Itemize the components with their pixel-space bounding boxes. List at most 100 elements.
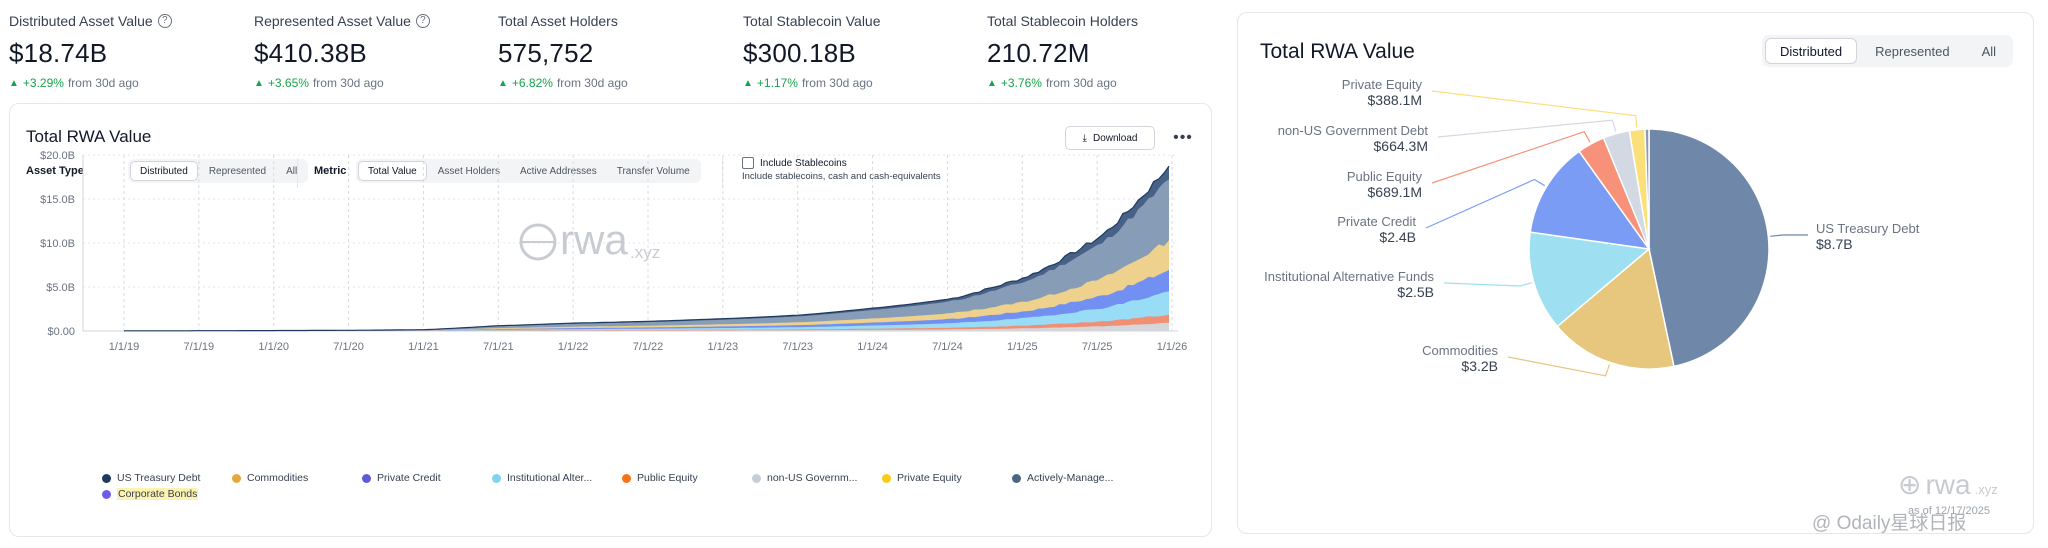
pie-label-value: $388.1M: [1367, 92, 1422, 108]
pie-leader-line: [1770, 234, 1808, 237]
pie-slices: [1528, 128, 1770, 370]
metric-transfer-volume[interactable]: Transfer Volume: [616, 165, 690, 177]
pie-label-value: $8.7B: [1816, 236, 1853, 252]
pie-slice-institutional-alternative-funds: [1528, 231, 1651, 328]
legend-item[interactable]: Public Equity: [622, 472, 698, 484]
area-non-us-government-debt: [124, 322, 1170, 331]
pie-label-name: Private Equity: [1341, 77, 1422, 92]
stat-total-stablecoin-value: Total Stablecoin Value $300.18B ▲ +1.17% f…: [743, 12, 983, 90]
asset-type-toggle: Distributed Represented All: [128, 159, 309, 183]
include-stablecoins-label: Include Stablecoins: [760, 157, 847, 169]
x-tick-label: 1/1/23: [708, 341, 739, 353]
help-icon[interactable]: ?: [415, 14, 430, 28]
pie-label: Commodities $3.2B: [1422, 343, 1498, 374]
chart-areas: [124, 165, 1170, 332]
pie-label-value: $2.5B: [1397, 284, 1434, 300]
x-tick-label: 7/1/21: [483, 341, 514, 353]
pie-slice-us-treasury-debt: [1648, 128, 1770, 368]
legend-item[interactable]: Private Equity: [882, 472, 962, 484]
x-tick-label: 1/1/22: [558, 341, 589, 353]
asset-type-toggle: Distributed Represented All: [1762, 35, 2014, 67]
watermark-main: rwa: [1925, 468, 1971, 500]
x-tick-label: 1/1/24: [857, 341, 888, 353]
as-of-date: as of 12/17/2025: [1908, 505, 1990, 517]
stat-change: +6.82%: [511, 76, 553, 90]
area-chart: $20.0B $15.0B $10.0B $5.0B $0.00 1/1/19 7/1/19…: [40, 150, 1187, 353]
watermark-main: rwa: [560, 216, 628, 263]
metric-asset-holders[interactable]: Asset Holders: [437, 165, 500, 177]
pie-tab-distributed[interactable]: Distributed: [1765, 38, 1858, 64]
x-tick-label: 1/1/25: [1007, 341, 1038, 353]
legend-item[interactable]: Actively-Manage...: [1012, 472, 1113, 484]
download-label: Download: [1092, 132, 1138, 144]
legend-item[interactable]: Institutional Alter...: [492, 472, 592, 484]
card-title: Total RWA Value: [1260, 40, 1415, 63]
pie-tab-all[interactable]: All: [1981, 43, 1997, 59]
stat-total-asset-holders: Total Asset Holders 575,752 ▲ +6.82% from …: [498, 12, 738, 90]
stat-period: from 30d ago: [312, 76, 384, 90]
legend-swatch: [102, 489, 111, 499]
asset-type-distributed[interactable]: Distributed: [130, 161, 198, 181]
up-arrow-icon: ▲: [498, 77, 508, 89]
y-tick-label: $0.00: [47, 326, 75, 338]
up-arrow-icon: ▲: [254, 77, 264, 89]
watermark-sub: .xyz: [630, 243, 660, 262]
pie-leader-line: [1507, 356, 1611, 377]
pie-label: Private Credit $2.4B: [1337, 214, 1416, 245]
legend-swatch: [882, 473, 891, 483]
pie-slice-commodities: [1556, 247, 1675, 370]
asset-type-represented[interactable]: Represented: [208, 165, 267, 177]
stat-value: $18.74B: [9, 38, 108, 68]
pie-tab-represented[interactable]: Represented: [1875, 43, 1950, 59]
card-title: Total RWA Value: [26, 127, 152, 146]
chart-axis-ticks: $20.0B $15.0B $10.0B $5.0B $0.00 1/1/19 7/1/19…: [40, 150, 1187, 353]
metric-active-addresses[interactable]: Active Addresses: [520, 165, 597, 177]
pie-label-name: non-US Government Debt: [1277, 123, 1428, 138]
metric-total-value[interactable]: Total Value: [358, 161, 427, 181]
stat-change: +1.17%: [756, 76, 798, 90]
rwa-value-pie-card: Total RWA Value Distributed Represented …: [1237, 12, 2034, 534]
stat-value: $410.38B: [254, 38, 367, 68]
asset-type-label: Asset Type: [26, 165, 84, 177]
pie-leader-lines: [1425, 90, 1808, 377]
odaily-watermark: @ Odaily星球日报: [1812, 513, 1967, 534]
stat-period: from 30d ago: [556, 76, 628, 90]
pie-label: Private Equity $388.1M: [1342, 77, 1422, 108]
legend-swatch: [492, 473, 501, 483]
x-tick-label: 7/1/19: [184, 341, 215, 353]
pie-leader-line: [1425, 178, 1546, 229]
stat-value: 210.72M: [987, 38, 1090, 68]
up-arrow-icon: ▲: [987, 77, 997, 89]
legend-item[interactable]: Commodities: [232, 472, 308, 484]
stat-change: +3.76%: [1000, 76, 1042, 90]
legend-item[interactable]: Private Credit: [362, 472, 441, 484]
more-options-icon[interactable]: •••: [1173, 129, 1193, 146]
x-tick-label: 7/1/22: [633, 341, 664, 353]
y-tick-label: $15.0B: [40, 194, 75, 206]
pie-label-value: $689.1M: [1367, 184, 1422, 200]
asset-type-all[interactable]: All: [286, 165, 298, 177]
download-button[interactable]: ⤓ Download: [1065, 126, 1155, 150]
legend-item[interactable]: Corporate Bonds: [102, 488, 199, 500]
pie-leader-line: [1431, 90, 1638, 128]
include-stablecoins-checkbox[interactable]: [742, 157, 754, 169]
pie-label-value: $3.2B: [1461, 358, 1498, 374]
pie-label-name: US Treasury Debt: [1816, 221, 1920, 236]
watermark-sub: .xyz: [1974, 482, 1998, 497]
stat-label: Total Asset Holders: [498, 13, 618, 29]
pie-leader-line: [1443, 282, 1532, 287]
legend-item[interactable]: US Treasury Debt: [102, 472, 200, 484]
pie-label-name: Private Credit: [1337, 214, 1416, 229]
area-total-line: [124, 165, 1170, 332]
metric-label: Metric: [314, 165, 347, 177]
metric-toggle: Total Value Asset Holders Active Address…: [356, 159, 701, 183]
x-tick-label: 1/1/21: [408, 341, 439, 353]
legend-item[interactable]: non-US Governm...: [752, 472, 857, 484]
stat-period: from 30d ago: [67, 76, 139, 90]
pie-leader-line: [1437, 119, 1617, 138]
x-tick-label: 7/1/20: [333, 341, 364, 353]
include-stablecoins-description: Include stablecoins, cash and cash-equiv…: [742, 171, 941, 182]
download-icon: ⤓: [1082, 132, 1087, 144]
stat-represented-asset-value: Represented Asset Value? $410.38B ▲ +3.65…: [254, 12, 494, 90]
help-icon[interactable]: ?: [157, 14, 172, 28]
